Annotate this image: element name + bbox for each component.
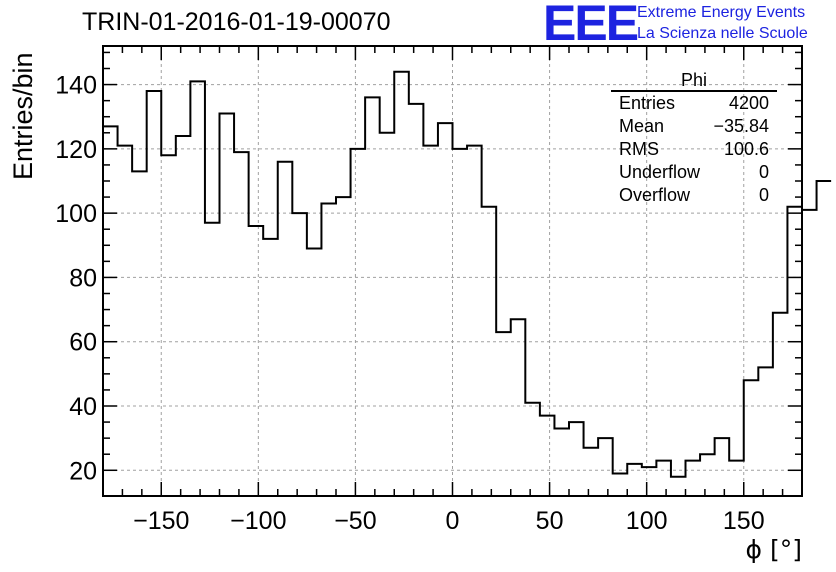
stats-label: Entries [619, 93, 676, 113]
x-tick-label: −150 [133, 507, 189, 535]
stats-value: 4200 [728, 93, 769, 113]
stats-row-overflow: Overflow 0 [611, 184, 777, 207]
stats-label: Mean [619, 116, 665, 136]
tick-labels: −150 −100 −50 0 50 100 150 20 40 60 80 100 120 140 [55, 72, 764, 535]
logo-subtitle-2: La Scienza nelle Scuole [637, 25, 808, 42]
logo-subtitle-1: Extreme Energy Events [637, 4, 806, 21]
y-tick-label: 120 [55, 136, 97, 164]
eee-logo: EEE [543, 0, 639, 51]
stats-box: Phi Entries 4200 Mean −35.84 RMS 100.6 U… [611, 70, 777, 207]
x-tick-label: 100 [626, 507, 668, 535]
x-axis-label: ϕ [°] [746, 535, 802, 564]
stats-row-rms: RMS 100.6 [611, 138, 777, 161]
axis-ticks [102, 46, 803, 496]
x-tick-label: 0 [446, 507, 460, 535]
histogram-outline [103, 70, 832, 478]
stats-row-mean: Mean −35.84 [611, 115, 777, 138]
y-tick-label: 60 [69, 329, 97, 357]
y-tick-label: 40 [69, 393, 97, 421]
x-tick-label: 50 [536, 507, 564, 535]
y-tick-label: 80 [69, 264, 97, 292]
x-tick-label: −100 [230, 507, 286, 535]
stats-value: 0 [758, 185, 769, 205]
y-tick-label: 140 [55, 72, 97, 100]
stats-value: 0 [758, 162, 769, 182]
y-axis-label: Entries/bin [8, 52, 38, 180]
y-tick-label: 100 [55, 200, 97, 228]
x-tick-label: 150 [723, 507, 765, 535]
stats-row-underflow: Underflow 0 [611, 161, 777, 184]
stats-label: Underflow [619, 162, 701, 182]
stats-value: 100.6 [723, 139, 769, 159]
stats-value: −35.84 [713, 116, 769, 136]
chart-title: TRIN-01-2016-01-19-00070 [82, 8, 391, 36]
stats-label: Overflow [619, 185, 691, 205]
stats-row-entries: Entries 4200 [611, 92, 777, 115]
y-tick-label: 20 [69, 457, 97, 485]
x-tick-label: −50 [334, 507, 376, 535]
stats-title: Phi [611, 70, 777, 92]
stats-label: RMS [619, 139, 659, 159]
